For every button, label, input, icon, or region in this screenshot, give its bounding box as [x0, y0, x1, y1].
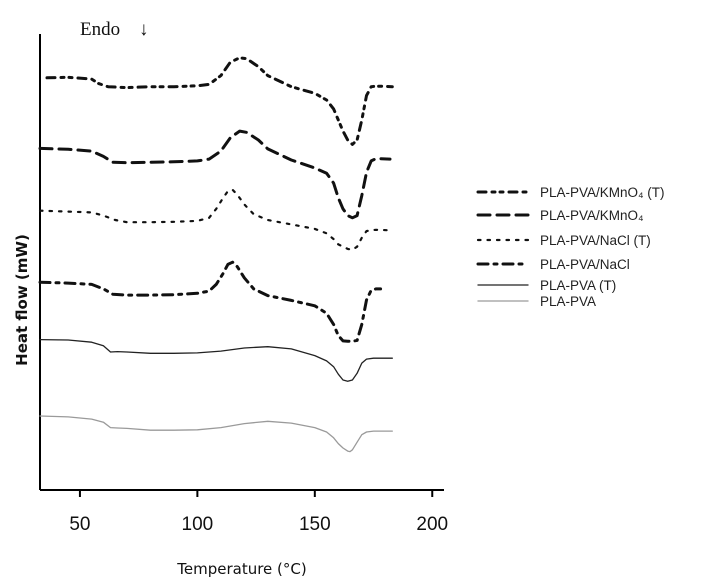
- y-axis-label: Heat flow (mW): [13, 234, 31, 366]
- endo-label: Endo: [80, 19, 120, 40]
- x-tick-label: 150: [299, 514, 331, 535]
- legend-label: PLA-PVA/NaCl (T): [540, 233, 651, 248]
- x-ticks: 50 100 150 200: [69, 490, 448, 535]
- series-line-3: [38, 188, 389, 251]
- legend-label: PLA-PVA: [540, 294, 596, 309]
- series-group: [38, 56, 394, 453]
- endo-down-arrow-icon: ↓: [139, 19, 149, 40]
- series-line-6: [39, 415, 393, 453]
- endo-annotation: Endo ↓: [80, 19, 149, 40]
- series-line-2: [38, 129, 392, 220]
- legend-label: PLA-PVA/KMnO₄: [540, 208, 644, 223]
- legend: PLA-PVA/KMnO₄ (T) PLA-PVA/KMnO₄ PLA-PVA/Na…: [476, 185, 665, 309]
- legend-label: PLA-PVA/NaCl: [540, 257, 630, 272]
- series-line-4: [38, 260, 383, 343]
- axes: [39, 34, 444, 491]
- x-axis-label: Temperature (°C): [176, 560, 306, 578]
- legend-label: PLA-PVA (T): [540, 278, 616, 293]
- x-tick-label: 50: [69, 514, 90, 535]
- legend-label: PLA-PVA/KMnO₄ (T): [540, 185, 665, 200]
- x-tick-label: 200: [416, 514, 448, 535]
- x-tick-label: 100: [182, 514, 214, 535]
- series-line-1: [45, 56, 394, 146]
- series-line-5: [39, 338, 393, 382]
